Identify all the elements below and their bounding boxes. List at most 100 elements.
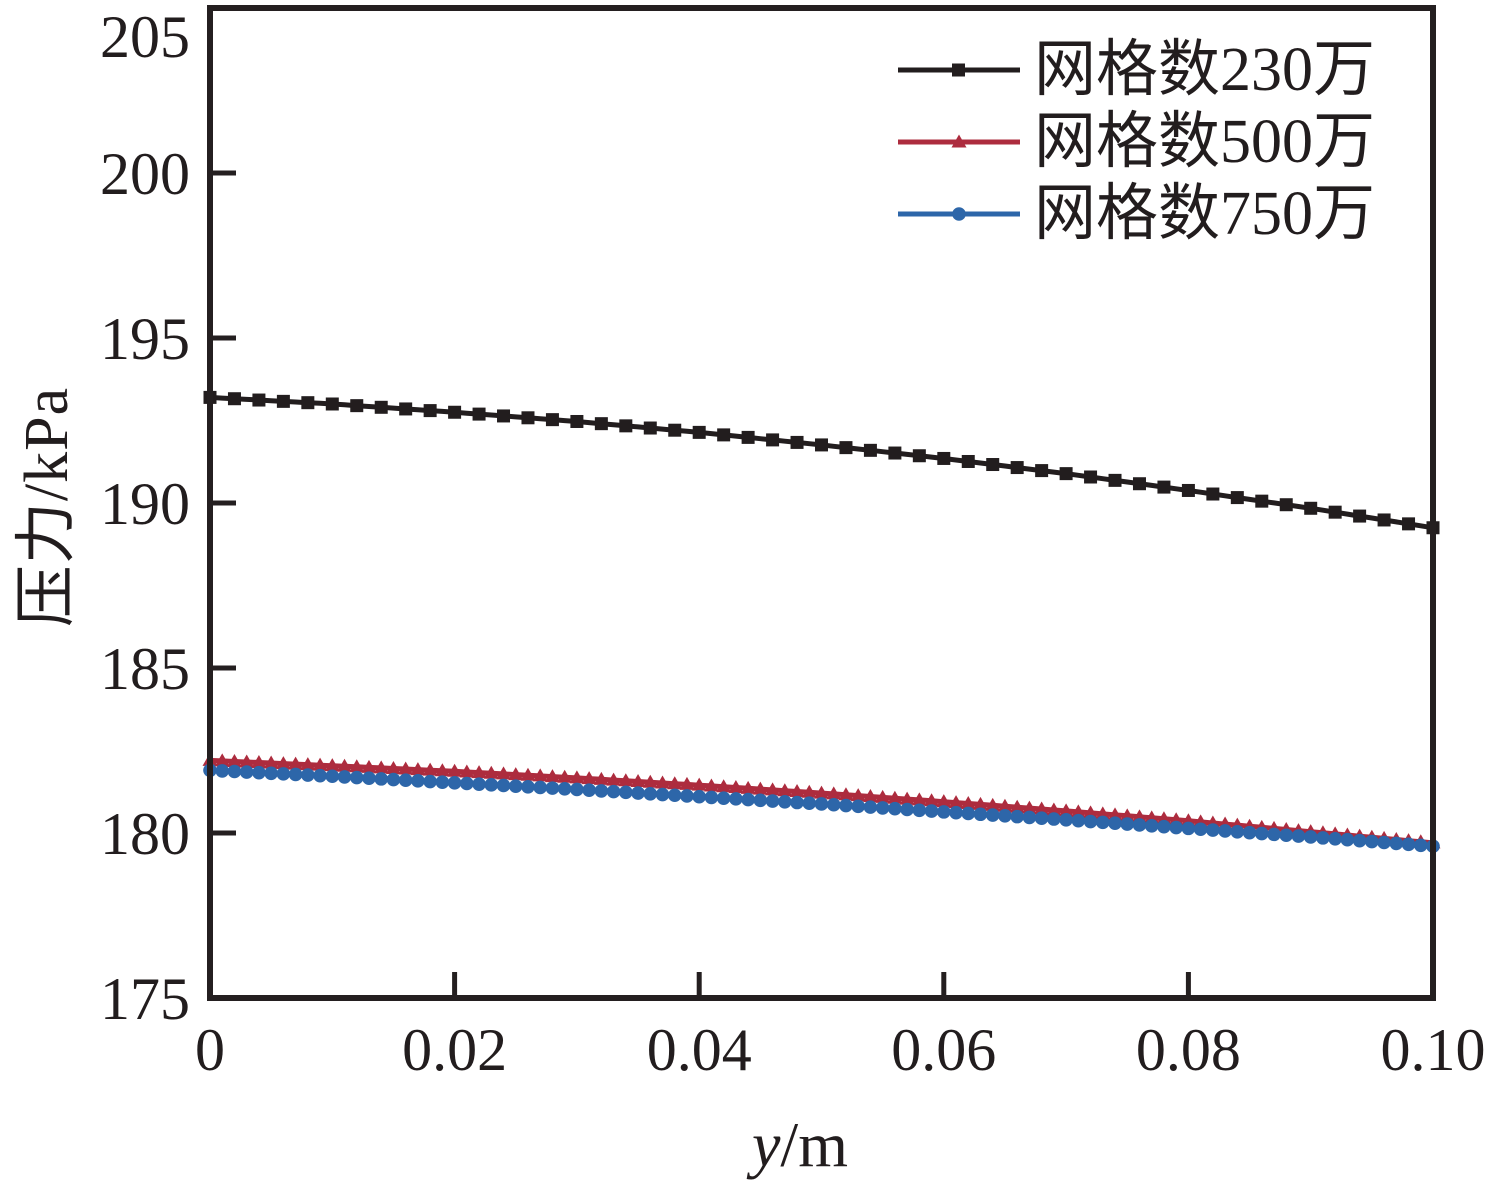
- series-marker-1: [1046, 802, 1062, 816]
- y-tick-label: 185: [100, 636, 190, 702]
- series-marker-1: [251, 755, 267, 769]
- series-marker-1: [948, 795, 964, 809]
- series-marker-2: [912, 803, 927, 818]
- series-marker-2: [667, 788, 682, 803]
- series-marker-2: [508, 779, 523, 793]
- series-marker-0: [815, 438, 828, 452]
- series-marker-1: [924, 793, 940, 807]
- series-marker-1: [703, 778, 719, 792]
- series-marker-2: [1144, 819, 1159, 833]
- series-marker-0: [276, 394, 290, 408]
- series-marker-2: [741, 792, 755, 807]
- series-marker-0: [1255, 494, 1269, 508]
- series-marker-2: [1206, 823, 1220, 837]
- series-marker-1: [606, 772, 622, 786]
- series-marker-1: [838, 787, 854, 801]
- series-marker-1: [361, 759, 377, 773]
- series-marker-0: [717, 428, 731, 442]
- series-marker-1: [1119, 808, 1135, 822]
- series-marker-1: [911, 792, 927, 806]
- series-marker-1: [410, 762, 426, 776]
- series-marker-2: [888, 801, 902, 816]
- series-marker-2: [582, 783, 596, 797]
- series-marker-1: [1095, 806, 1111, 820]
- series-marker-1: [569, 770, 585, 784]
- series-marker-2: [1010, 809, 1024, 824]
- series-marker-1: [434, 763, 450, 777]
- series-marker-1: [960, 795, 976, 809]
- series-marker-0: [399, 402, 413, 416]
- series-marker-2: [1316, 831, 1330, 845]
- series-marker-2: [753, 793, 768, 808]
- series-marker-0: [839, 441, 853, 455]
- series-marker-1: [520, 767, 536, 781]
- series-marker-2: [1181, 821, 1196, 836]
- series-marker-1: [972, 796, 988, 810]
- series-marker-1: [1107, 807, 1123, 821]
- series-marker-1: [1070, 804, 1086, 818]
- series-marker-1: [862, 789, 878, 803]
- series-marker-0: [570, 414, 584, 428]
- series-marker-0: [766, 433, 780, 447]
- series-marker-2: [704, 790, 719, 805]
- series-marker-2: [1303, 830, 1318, 844]
- series-marker-1: [459, 764, 475, 778]
- series-marker-2: [655, 787, 670, 802]
- series-marker-2: [1401, 837, 1416, 852]
- series-marker-2: [802, 796, 817, 811]
- series-marker-2: [264, 766, 278, 781]
- series-marker-0: [1206, 487, 1220, 501]
- series-marker-2: [985, 808, 1000, 822]
- series-marker-1: [1021, 800, 1037, 814]
- series-marker-1: [496, 766, 512, 780]
- series-marker-2: [1157, 819, 1171, 834]
- series-marker-2: [778, 794, 792, 809]
- x-tick-label: 0: [195, 1017, 225, 1083]
- series-marker-0: [912, 449, 926, 463]
- series-marker-2: [215, 764, 230, 778]
- series-marker-2: [1193, 822, 1208, 837]
- series-marker-0: [741, 430, 755, 444]
- series-marker-1: [655, 775, 671, 789]
- series-marker-1: [789, 783, 805, 797]
- triangle-marker-icon: [898, 134, 1020, 148]
- series-marker-1: [936, 794, 952, 808]
- series-marker-1: [1058, 803, 1074, 817]
- series-marker-2: [814, 797, 829, 811]
- series-marker-2: [557, 781, 572, 796]
- legend-item-1: 网格数500万: [898, 106, 1375, 178]
- series-marker-0: [1353, 509, 1367, 523]
- series-marker-2: [790, 795, 804, 810]
- series-marker-0: [301, 396, 315, 410]
- series-marker-1: [765, 782, 781, 796]
- series-marker-1: [752, 781, 768, 795]
- series-marker-0: [961, 454, 975, 468]
- series-marker-2: [1132, 818, 1147, 832]
- series-marker-0: [1157, 480, 1171, 494]
- series-marker-0: [325, 397, 339, 411]
- series-marker-2: [570, 782, 584, 797]
- series-marker-2: [460, 776, 474, 791]
- series-marker-2: [545, 781, 560, 795]
- series-marker-1: [337, 758, 353, 772]
- series-marker-1: [532, 768, 548, 782]
- series-marker-2: [1389, 836, 1404, 851]
- legend-item-0: 网格数230万: [898, 34, 1375, 106]
- series-marker-2: [1328, 832, 1342, 846]
- series-marker-0: [1108, 473, 1122, 487]
- series-marker-2: [1034, 811, 1049, 826]
- series-marker-0: [619, 419, 633, 433]
- series-marker-1: [483, 765, 499, 779]
- series-marker-2: [1377, 835, 1391, 850]
- series-marker-1: [887, 790, 903, 804]
- series-marker-2: [716, 791, 731, 805]
- y-tick-label: 195: [100, 306, 190, 372]
- series-marker-1: [740, 780, 756, 794]
- series-marker-1: [288, 756, 304, 770]
- series-marker-2: [765, 794, 780, 808]
- x-tick-label: 0.02: [402, 1017, 507, 1083]
- series-marker-0: [668, 423, 682, 437]
- series-marker-2: [619, 785, 633, 800]
